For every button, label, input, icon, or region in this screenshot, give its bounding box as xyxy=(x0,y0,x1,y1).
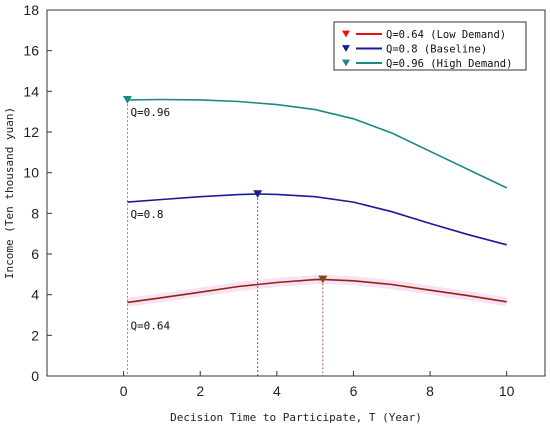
legend-entries: Q=0.64 (Low Demand) Q=0.8 (Baseline) Q=0.9… xyxy=(342,29,512,70)
legend-label: Q=0.64 (Low Demand) xyxy=(386,29,506,41)
y-tick-label: 6 xyxy=(31,246,39,262)
y-tick-label: 4 xyxy=(31,287,39,303)
x-tick-label: 0 xyxy=(120,383,128,399)
y-tick-label: 16 xyxy=(23,43,39,59)
x-tick-label: 10 xyxy=(499,383,515,399)
x-tick-label: 6 xyxy=(350,383,358,399)
marker-drop-lines xyxy=(126,99,324,376)
legend-marker xyxy=(342,45,350,52)
y-tick-label: 10 xyxy=(23,165,39,181)
series-marker xyxy=(122,96,132,104)
series-markers xyxy=(122,96,328,284)
y-tick-label: 0 xyxy=(31,368,39,384)
series-label: Q=0.8 xyxy=(130,208,163,221)
series-line xyxy=(127,193,507,246)
series-label: Q=0.96 xyxy=(130,106,170,119)
series-marker xyxy=(318,275,328,284)
series-lines xyxy=(127,98,508,304)
x-axis-ticks: 0 2 4 6 8 10 xyxy=(120,371,515,399)
x-tick-label: 4 xyxy=(273,383,281,399)
series-annotations: Q=0.64 Q=0.8 Q=0.96 xyxy=(130,106,170,333)
legend-marker xyxy=(342,30,350,38)
x-tick-label: 8 xyxy=(426,383,434,399)
series-marker xyxy=(253,190,263,198)
x-tick-label: 2 xyxy=(196,383,204,399)
x-axis-title: Decision Time to Participate, T (Year) xyxy=(170,411,422,424)
plot-area-frame xyxy=(46,9,546,377)
legend: Q=0.64 (Low Demand) Q=0.8 (Baseline) Q=0.9… xyxy=(333,21,527,71)
y-axis-ticks: 0 2 4 6 8 10 12 14 16 18 xyxy=(23,2,52,384)
legend-label: Q=0.8 (Baseline) xyxy=(386,44,487,56)
series-line xyxy=(127,98,508,189)
y-tick-label: 18 xyxy=(23,2,39,18)
legend-label: Q=0.96 (High Demand) xyxy=(386,58,512,70)
legend-marker xyxy=(342,59,350,67)
series-line xyxy=(127,278,507,304)
y-axis-title: Income (Ten thousand yuan) xyxy=(3,107,16,279)
y-tick-label: 8 xyxy=(31,205,39,221)
series-label: Q=0.64 xyxy=(130,319,170,332)
y-tick-label: 12 xyxy=(23,124,39,140)
y-tick-label: 2 xyxy=(31,327,39,343)
y-tick-label: 14 xyxy=(23,83,39,99)
